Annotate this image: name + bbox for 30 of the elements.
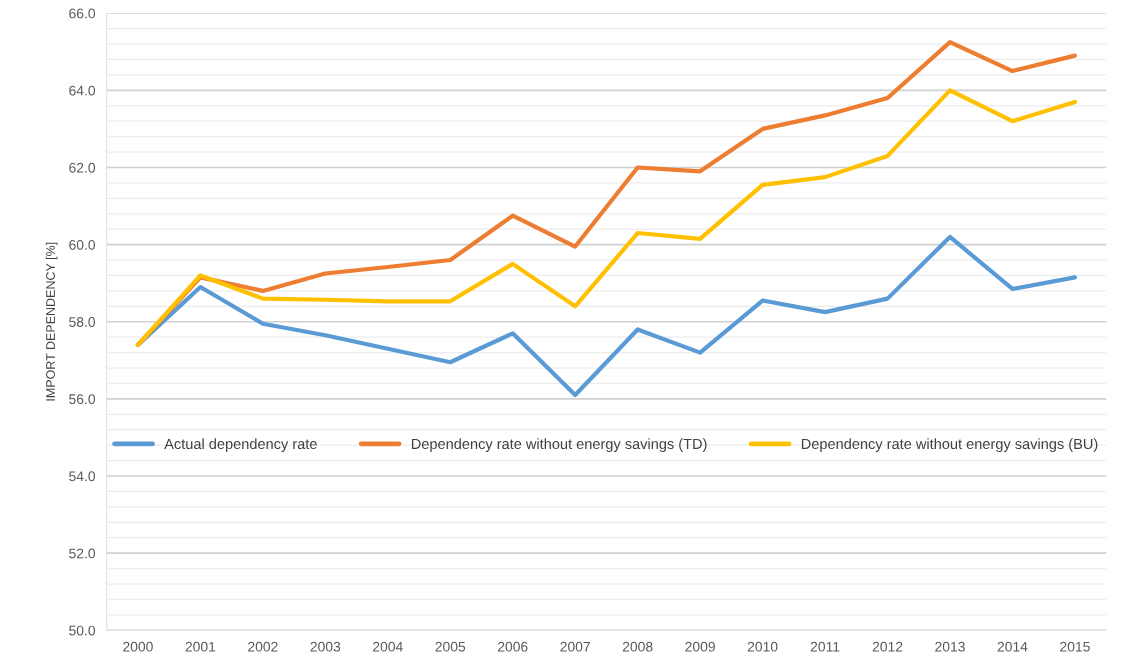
x-tick-label: 2000 [123,641,153,652]
legend-label: Dependency rate without energy savings (TD) [411,438,707,452]
x-tick-label: 2015 [1060,641,1090,652]
x-tick-label: 2001 [185,641,216,652]
x-tick-label: 2010 [747,641,778,652]
x-tick-label: 2005 [435,641,466,652]
x-tick-label: 2002 [248,641,278,652]
legend-label: Dependency rate without energy savings (BU) [801,438,1098,452]
x-tick-label: 2009 [685,641,715,652]
x-tick-label: 2003 [310,641,341,652]
y-axis-title: IMPORT DEPENDENCY [%] [45,242,58,401]
x-tick-label: 2008 [622,641,653,652]
y-tick-label: 54.0 [69,471,96,482]
y-tick-label: 52.0 [69,548,96,559]
x-tick-label: 2012 [872,641,903,652]
x-tick-label: 2011 [810,641,840,652]
y-tick-label: 56.0 [69,394,96,405]
legend-label: Actual dependency rate [164,438,317,452]
x-tick-label: 2007 [560,641,590,652]
x-tick-label: 2004 [373,641,403,652]
y-tick-label: 58.0 [69,317,96,327]
y-tick-label: 60.0 [69,239,96,250]
y-tick-label: 64.0 [69,85,96,96]
x-tick-label: 2013 [935,641,965,652]
x-tick-label: 2014 [997,641,1028,652]
x-tick-label: 2006 [497,641,528,652]
line-series [135,88,1078,347]
y-tick-label: 50.0 [69,625,96,636]
y-tick-label: 62.0 [69,162,96,173]
y-tick-label: 66.0 [69,8,96,19]
